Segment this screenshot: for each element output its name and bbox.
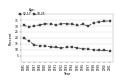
18-25 <box>39 24 40 25</box>
12-17 <box>103 50 104 51</box>
12-17 <box>39 45 40 46</box>
12-17 <box>98 50 99 51</box>
Line: 12-17: 12-17 <box>22 37 110 52</box>
12-17 <box>28 40 29 41</box>
Line: 18-25: 18-25 <box>22 20 110 28</box>
18-25 <box>28 26 29 27</box>
18-25 <box>103 21 104 22</box>
18-25 <box>98 21 99 22</box>
18-25 <box>65 23 67 24</box>
X-axis label: Year: Year <box>62 72 70 76</box>
18-25 <box>55 24 56 25</box>
12-17 <box>87 49 88 50</box>
12-17 <box>60 47 62 48</box>
12-17 <box>108 50 110 51</box>
18-25 <box>33 26 35 27</box>
18-25 <box>23 25 24 26</box>
12-17 <box>71 46 72 47</box>
18-25 <box>92 22 93 23</box>
18-25 <box>44 23 45 24</box>
Y-axis label: Percent: Percent <box>9 31 13 45</box>
Legend: 12-17, 18-25: 12-17, 18-25 <box>18 7 46 17</box>
12-17 <box>81 48 83 49</box>
12-17 <box>92 49 93 50</box>
18-25 <box>108 20 110 21</box>
12-17 <box>44 46 45 47</box>
18-25 <box>87 26 88 27</box>
12-17 <box>23 37 24 38</box>
18-25 <box>71 24 72 25</box>
12-17 <box>65 47 67 48</box>
12-17 <box>55 47 56 48</box>
12-17 <box>76 47 78 48</box>
18-25 <box>81 24 83 25</box>
12-17 <box>49 46 51 47</box>
18-25 <box>49 24 51 25</box>
18-25 <box>76 25 78 26</box>
18-25 <box>60 23 62 24</box>
12-17 <box>33 45 35 46</box>
